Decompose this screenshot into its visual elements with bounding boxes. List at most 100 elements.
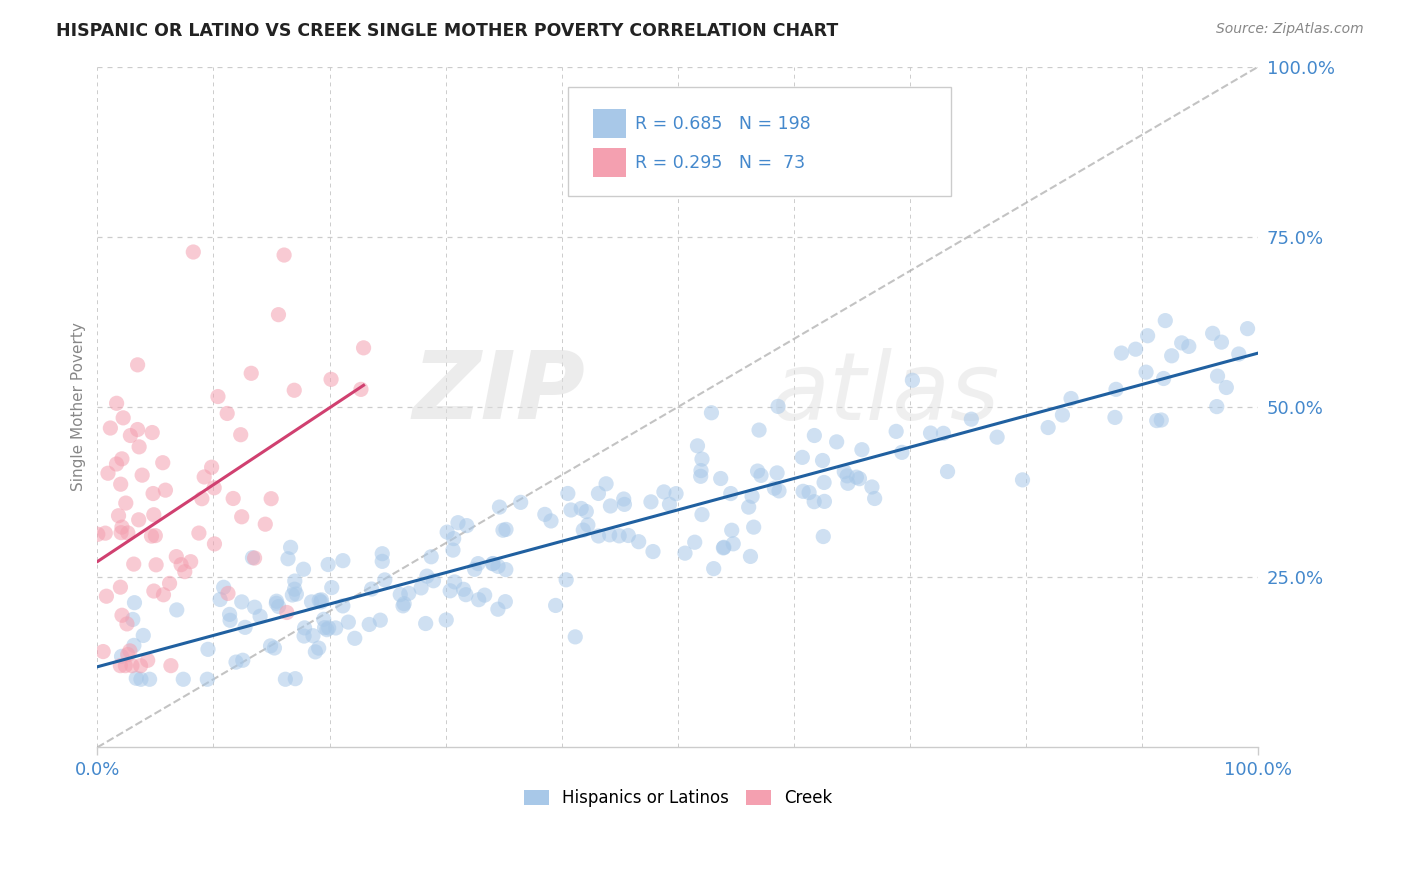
Point <box>710 471 733 485</box>
Text: R = 0.295   N =  73: R = 0.295 N = 73 <box>636 153 806 171</box>
Point <box>353 341 375 355</box>
Point <box>118 644 141 658</box>
Point <box>837 468 859 483</box>
Point <box>337 615 360 629</box>
Point <box>486 602 509 616</box>
Point <box>111 520 134 534</box>
Point <box>1105 382 1128 396</box>
Point <box>160 658 183 673</box>
Point <box>1206 369 1229 384</box>
Point <box>193 470 215 484</box>
Text: ZIP: ZIP <box>412 347 585 440</box>
Point <box>389 588 412 602</box>
Point <box>920 426 942 441</box>
Point <box>125 671 148 685</box>
Point <box>832 465 855 479</box>
Point <box>87 527 110 541</box>
Point <box>486 559 509 574</box>
Point <box>488 500 510 514</box>
Point <box>195 673 218 687</box>
Point <box>443 574 465 589</box>
Point <box>467 592 489 607</box>
Point <box>142 508 165 522</box>
Point <box>1146 414 1168 428</box>
Point <box>482 557 505 571</box>
Point <box>392 599 415 613</box>
Point <box>263 640 285 655</box>
Point <box>110 658 132 673</box>
Point <box>564 630 586 644</box>
Point <box>737 500 759 515</box>
Point <box>249 609 271 624</box>
Point <box>371 547 394 561</box>
Point <box>201 460 224 475</box>
Point <box>813 475 835 490</box>
Point <box>360 582 382 596</box>
Point <box>441 543 464 558</box>
Text: HISPANIC OR LATINO VS CREEK SINGLE MOTHER POVERTY CORRELATION CHART: HISPANIC OR LATINO VS CREEK SINGLE MOTHE… <box>56 22 838 40</box>
Point <box>1150 413 1173 427</box>
Point <box>932 426 955 441</box>
Point <box>111 451 134 466</box>
Point <box>1211 335 1233 350</box>
Point <box>683 535 706 549</box>
Point <box>107 508 129 523</box>
Point <box>1135 365 1157 379</box>
Point <box>374 573 396 587</box>
Point <box>343 632 366 646</box>
Point <box>617 528 640 542</box>
Point <box>110 649 132 664</box>
Point <box>641 544 664 558</box>
Point <box>254 517 277 532</box>
Point <box>97 467 120 481</box>
Point <box>141 425 163 440</box>
Point <box>1178 339 1201 353</box>
Point <box>599 528 621 542</box>
Point <box>811 453 834 467</box>
Point <box>232 653 254 667</box>
Point <box>1160 349 1182 363</box>
Point <box>321 581 343 595</box>
Point <box>1205 400 1227 414</box>
Point <box>492 523 515 537</box>
Point <box>371 554 394 568</box>
Text: atlas: atlas <box>770 348 1000 439</box>
Point <box>311 592 333 607</box>
Point <box>813 529 835 543</box>
Point <box>803 428 825 442</box>
Point <box>792 484 814 499</box>
Point <box>454 588 477 602</box>
Point <box>136 653 159 667</box>
Point <box>304 645 326 659</box>
Point <box>713 541 735 555</box>
Point <box>145 558 167 572</box>
Point <box>142 486 165 500</box>
Point <box>242 550 264 565</box>
Point <box>202 481 225 495</box>
Point <box>689 469 711 483</box>
Point <box>218 607 240 622</box>
Point <box>700 406 723 420</box>
Point <box>319 372 342 386</box>
Point <box>863 491 886 506</box>
Point <box>749 468 772 483</box>
Point <box>308 641 330 656</box>
Point <box>243 600 266 615</box>
Point <box>273 248 295 262</box>
Point <box>117 648 139 662</box>
Point <box>309 595 332 609</box>
Point <box>281 588 304 602</box>
Point <box>284 582 307 597</box>
Point <box>217 586 239 600</box>
Point <box>128 440 150 454</box>
Point <box>121 612 143 626</box>
Point <box>110 477 132 491</box>
Point <box>197 642 219 657</box>
FancyBboxPatch shape <box>593 148 626 177</box>
Point <box>280 541 302 555</box>
Point <box>848 472 870 486</box>
Point <box>936 465 959 479</box>
Point <box>212 580 235 594</box>
Point <box>94 526 117 541</box>
Point <box>316 623 339 637</box>
